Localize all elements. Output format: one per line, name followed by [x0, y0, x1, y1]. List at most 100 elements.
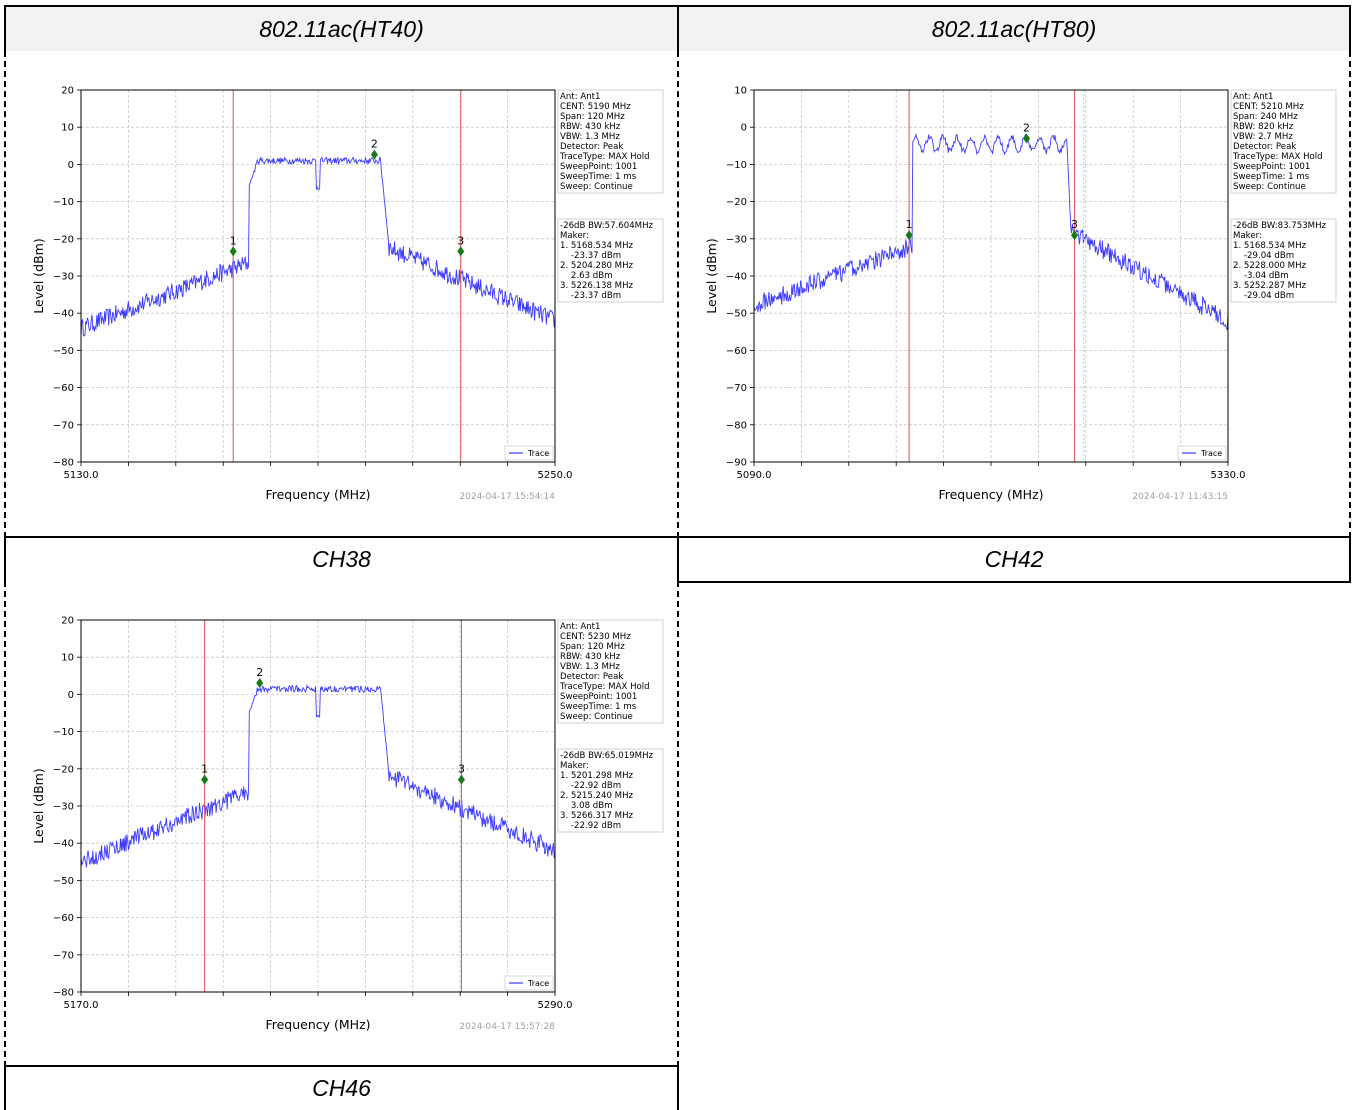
marker-label: 1: [230, 234, 237, 247]
x-tick-label: 5290.0: [538, 1000, 573, 1011]
info-line: TraceType: MAX Hold: [559, 682, 650, 692]
marker-label: 2: [1023, 122, 1030, 135]
info-line: Sweep: Continue: [560, 712, 633, 722]
marker-info-line: 3. 5266.317 MHz: [560, 811, 634, 821]
info-line: Ant: Ant1: [560, 92, 601, 102]
y-tick-label: −30: [53, 272, 74, 283]
marker-label: 3: [458, 763, 465, 776]
info-line: Sweep: Continue: [560, 182, 633, 192]
info-line: CENT: 5190 MHz: [560, 102, 631, 112]
y-tick-label: 0: [741, 123, 747, 134]
y-tick-label: 10: [734, 86, 747, 97]
marker-info-line: 3. 5252.287 MHz: [1233, 281, 1307, 291]
legend-label: Trace: [1200, 449, 1222, 458]
marker-label: 1: [201, 763, 208, 776]
timestamp: 2024-04-17 15:57:28: [459, 1022, 555, 1032]
marker-info-line: 2. 5228.000 MHz: [1233, 261, 1307, 271]
y-tick-label: −60: [726, 346, 747, 357]
legend-box: [504, 975, 554, 991]
y-tick-label: −10: [53, 197, 74, 208]
marker-info-line: -26dB BW:83.753MHz: [1233, 221, 1327, 231]
plot-frame: [80, 619, 556, 993]
y-tick-label: −80: [726, 420, 747, 431]
info-line: Span: 120 MHz: [560, 112, 625, 122]
header-ht40: 802.11ac(HT40): [4, 5, 679, 53]
caption-ch46: CH46: [4, 1065, 679, 1110]
marker-info-line: 2. 5215.240 MHz: [560, 791, 634, 801]
legend-label: Trace: [527, 449, 549, 458]
marker-info-line: -26dB BW:65.019MHz: [560, 751, 654, 761]
trace-line: [80, 155, 556, 337]
y-tick-label: −30: [726, 234, 747, 245]
info-line: VBW: 1.3 MHz: [560, 132, 620, 142]
info-line: VBW: 2.7 MHz: [1233, 132, 1293, 142]
info-line: TraceType: MAX Hold: [1232, 152, 1323, 162]
timestamp: 2024-04-17 11:43:15: [1132, 492, 1228, 502]
plot-frame: [80, 89, 556, 463]
y-tick-label: −50: [726, 309, 747, 320]
y-tick-label: −20: [53, 764, 74, 775]
marker-info-line: 2.63 dBm: [560, 271, 613, 281]
x-tick-label: 5170.0: [64, 1000, 99, 1011]
marker-info-line: -3.04 dBm: [1233, 271, 1289, 281]
y-tick-label: −80: [53, 458, 74, 469]
info-line: Span: 120 MHz: [560, 642, 625, 652]
y-tick-label: −10: [53, 727, 74, 738]
info-line: RBW: 430 kHz: [560, 652, 621, 662]
y-tick-label: 0: [68, 160, 74, 171]
info-line: CENT: 5230 MHz: [560, 632, 631, 642]
marker-info-line: -29.04 dBm: [1233, 251, 1294, 261]
marker-label: 3: [457, 234, 464, 247]
x-axis-label: Frequency (MHz): [265, 487, 370, 502]
y-tick-label: −40: [53, 309, 74, 320]
info-line: Detector: Peak: [560, 142, 623, 152]
caption-ch42: CH42: [677, 536, 1351, 583]
marker-diamond: [457, 246, 465, 257]
marker-info-line: 3.08 dBm: [560, 801, 613, 811]
y-tick-label: −90: [726, 458, 747, 469]
info-line: Ant: Ant1: [560, 622, 601, 632]
info-line: SweepTime: 1 ms: [560, 172, 637, 182]
grid: [77, 619, 556, 996]
marker-label: 2: [256, 666, 263, 679]
trace-line: [753, 133, 1229, 331]
y-tick-label: −30: [53, 802, 74, 813]
marker-diamond: [905, 230, 913, 241]
info-line: Sweep: Continue: [1233, 182, 1306, 192]
marker-label: 1: [906, 218, 913, 231]
marker-label: 2: [371, 138, 378, 151]
y-tick-label: −70: [726, 383, 747, 394]
info-box: [557, 619, 664, 724]
y-tick-label: −20: [53, 234, 74, 245]
legend-label: Trace: [527, 979, 549, 988]
y-tick-label: 0: [68, 690, 74, 701]
timestamp: 2024-04-17 15:54:14: [459, 492, 555, 502]
marker-info-line: 3. 5226.138 MHz: [560, 281, 634, 291]
y-tick-label: 10: [61, 653, 74, 664]
marker-info-line: 1. 5168.534 MHz: [1233, 241, 1307, 251]
marker-info-line: Maker:: [1233, 231, 1262, 241]
marker-info-line: 1. 5168.534 MHz: [560, 241, 634, 251]
info-line: Ant: Ant1: [1233, 92, 1274, 102]
y-tick-label: −50: [53, 876, 74, 887]
y-tick-label: −60: [53, 383, 74, 394]
info-line: TraceType: MAX Hold: [559, 152, 650, 162]
marker-diamond: [1023, 133, 1031, 144]
grid: [77, 89, 556, 466]
y-tick-label: −70: [53, 420, 74, 431]
y-tick-label: −80: [53, 988, 74, 999]
info-line: RBW: 430 kHz: [560, 122, 621, 132]
plot-cell-ch46: 20 10 0 −10 −20 −30 −40 −50 −60 −70 −80 5170.0 5290.…: [4, 581, 679, 1067]
marker-info-line: -23.37 dBm: [560, 251, 621, 261]
x-tick-label: 5130.0: [64, 470, 99, 481]
x-axis-label: Frequency (MHz): [265, 1017, 370, 1032]
marker-diamond: [1071, 230, 1079, 241]
caption-ch38: CH38: [4, 536, 679, 583]
marker-info-line: -23.37 dBm: [560, 291, 621, 301]
info-line: SweepTime: 1 ms: [1233, 172, 1310, 182]
marker-info-line: Maker:: [560, 231, 589, 241]
marker-diamond: [457, 774, 465, 785]
marker-info-line: -22.92 dBm: [560, 781, 621, 791]
